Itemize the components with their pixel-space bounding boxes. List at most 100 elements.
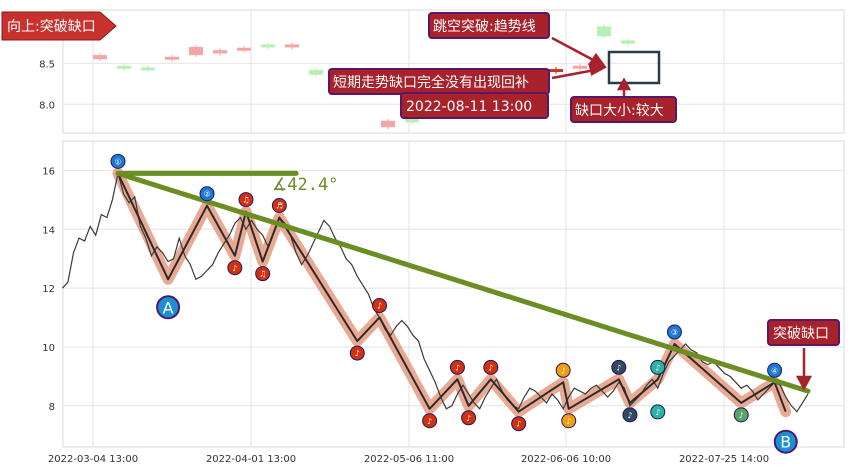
wave-marker-label: ② [203,190,210,199]
wave-marker [511,416,527,432]
wave-points: AB [156,295,798,454]
wave-marker [199,186,215,202]
candle-body [213,50,227,54]
wave-marker [238,192,254,208]
wave-marker [422,413,438,429]
wave-marker [622,407,638,423]
wave-marker-label: ♫ [242,196,249,205]
wave-marker [449,359,465,375]
x-tick-label: 2022-06-06 10:00 [521,454,611,465]
axis-ticks: 2022-03-04 13:00 2022-04-01 13:00 2022-05-… [39,59,769,465]
wave-marker-label: ♪ [739,411,744,420]
y-tick-label: 12 [42,284,55,295]
wave-marker-label: ♪ [488,363,493,372]
candle-body [381,120,395,128]
wave-marker-label: ♪ [377,302,382,311]
wave-marker-label: ♪ [455,363,460,372]
wave-marker-label: ♪ [232,264,237,273]
wave-marker [733,407,749,423]
y-tick-label: 8.0 [39,100,55,111]
point-a-marker [156,295,181,320]
wave-markers: ① ② ♪ ♫ ♫ ♬ ♪ ♪ ♪ ♪ ♪ ♪ ♪ ♪ ♪ ♪ ♪ ♪ ♪ ③ ♪ ④ [110,153,783,432]
wave-marker [110,153,126,169]
x-tick-label: 2022-07-25 14:00 [679,454,769,465]
timestamp-text: 2022-08-11 13:00 [406,99,532,115]
arrow-gap-fill-head [588,63,607,76]
wave-marker-label: ④ [771,366,778,375]
wave-marker-label: ♪ [561,366,566,375]
x-tick-label: 2022-03-04 13:00 [48,454,138,465]
wave-marker [767,362,783,378]
breakout-callout [767,319,840,346]
wave-marker [611,359,627,375]
direction-badge-shape [1,11,117,41]
gap-size-text: 缺口大小:较大 [575,103,664,119]
wave-marker [255,266,271,282]
wave-marker-label: ♬ [276,202,283,211]
arrow-breakout-head [795,375,813,391]
wave-marker [372,298,388,314]
gap-not-filled-text: 短期走势缺口完全没有出现回补 [333,74,529,91]
wave-marker [227,260,243,276]
wave-marker [483,359,499,375]
wave-marker-label: ♪ [355,349,360,358]
wave-marker [650,404,666,420]
candle-body [573,65,587,69]
wave-marker [271,198,287,213]
candle-body [237,47,251,51]
callout-arrows [551,36,813,391]
wave-marker-label: ① [114,157,121,166]
wave-marker-label: ♪ [627,411,632,420]
candle-body [117,65,131,69]
wave-marker [561,413,577,429]
wave-marker-label: ♪ [616,363,621,372]
y-tick-label: 8.5 [39,59,55,70]
candle-body [93,55,107,60]
wave-marker-label: ♪ [516,420,521,429]
y-tick-label: 8 [49,402,55,413]
price-line [61,173,809,413]
gap-size-callout [570,96,677,123]
point-a-label: A [163,298,174,317]
y-tick-label: 16 [42,166,55,177]
candle-body [285,44,299,48]
arrow-gap-size-head [616,77,632,91]
point-b-label: B [780,433,791,452]
direction-badge: 向上:突破缺口 [7,19,96,35]
arrow-gap-fill [551,68,596,80]
gap-highlight-box [607,50,661,85]
candle-body [549,69,563,73]
wave-marker-label: ♪ [566,417,571,426]
wave-marker-label: ♪ [427,417,432,426]
candle-body [621,40,635,44]
gap-breakout-text: 跳空突破:趋势线 [433,19,536,35]
timestamp-callout [400,92,549,119]
candle-body [189,46,203,56]
candle-body [309,69,323,75]
angle-label: ∡42.4° [272,175,338,195]
wave-marker-label: ♫ [259,270,266,279]
wave-marker-label: ♪ [655,363,660,372]
candle-body [165,56,179,60]
y-tick-label: 14 [42,225,55,236]
x-tick-label: 2022-04-01 13:00 [206,454,296,465]
point-b-marker [773,429,798,454]
arrow-gap-breakout-head [587,52,607,68]
gap-breakout-callout [428,12,550,39]
candle-body [405,118,419,123]
y-tick-label: 10 [42,343,55,354]
bottom-panel [62,140,845,448]
x-tick-label: 2022-05-06 11:00 [364,454,454,465]
candle-body [261,44,275,48]
wave-marker [461,410,477,426]
wave-marker-label: ③ [671,328,678,337]
wave-marker-label: ♪ [466,414,471,423]
wave-marker [666,324,682,340]
candle-body [141,67,155,71]
wave-marker [650,359,666,375]
wave-marker [349,345,365,361]
candle-body [597,26,611,37]
breakout-text: 突破缺口 [773,326,829,342]
wave-marker-label: ♪ [655,408,660,417]
